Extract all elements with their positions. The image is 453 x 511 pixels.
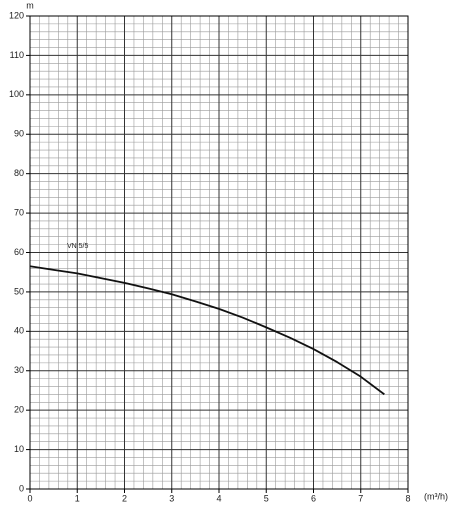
- y-tick-label: 30: [14, 365, 24, 375]
- x-tick-label: 1: [75, 493, 80, 503]
- y-axis-label: m: [26, 0, 34, 10]
- y-tick-label: 0: [19, 483, 24, 493]
- x-axis-label: (m³/h): [424, 491, 448, 501]
- y-tick-label: 90: [14, 129, 24, 139]
- y-tick-label: 100: [9, 89, 24, 99]
- y-tick-label: 60: [14, 247, 24, 257]
- x-tick-label: 6: [311, 493, 316, 503]
- plot-frame: [29, 15, 409, 490]
- y-tick-label: 40: [14, 326, 24, 336]
- y-tick-label: 20: [14, 405, 24, 415]
- x-tick-label: 4: [216, 493, 221, 503]
- x-tick-label: 7: [358, 493, 363, 503]
- y-tick-label: 10: [14, 444, 24, 454]
- x-tick-label: 5: [264, 493, 269, 503]
- curve: [29, 265, 385, 396]
- series-label: VN 5/5: [67, 243, 89, 250]
- x-tick-label: 0: [27, 493, 32, 503]
- x-tick-label: 8: [405, 493, 410, 503]
- x-tick-label: 3: [169, 493, 174, 503]
- y-tick-label: 80: [14, 168, 24, 178]
- y-tick-label: 70: [14, 207, 24, 217]
- y-tick-label: 110: [10, 50, 24, 60]
- x-tick-label: 2: [122, 493, 127, 503]
- y-tick-label: 50: [14, 286, 24, 296]
- y-tick-label: 120: [9, 10, 24, 20]
